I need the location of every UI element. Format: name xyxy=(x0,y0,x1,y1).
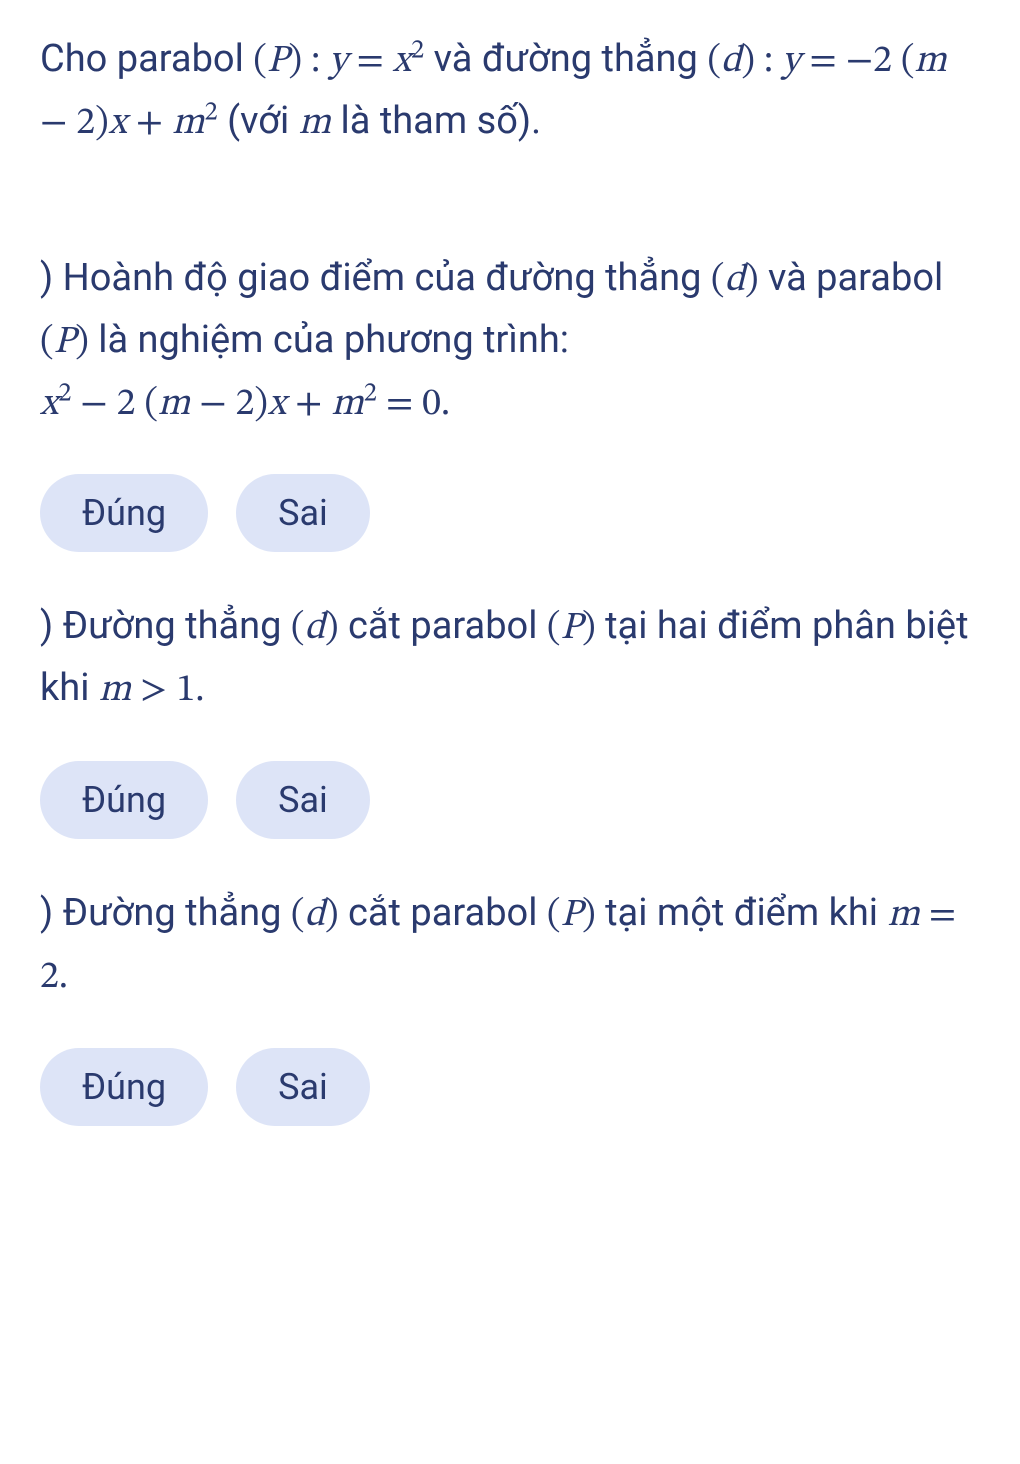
q1-d-open: ( xyxy=(711,262,725,300)
q1-eq-minus2: − 2) xyxy=(190,386,268,424)
intro-text-3: (với xyxy=(218,99,299,143)
q2-d-var: d xyxy=(305,610,325,648)
neg-2: −2 ( xyxy=(846,43,915,81)
q1-eq-x2: x xyxy=(268,386,286,424)
q1-eq-m1: m xyxy=(158,386,190,424)
var-y1: y xyxy=(329,43,347,81)
var-d: d xyxy=(721,43,741,81)
question-2-text: ) Đường thẳng (d) cắt parabol (P) tại ha… xyxy=(40,597,980,721)
q3-m-var: m xyxy=(887,897,919,935)
q1-d-close: ) xyxy=(745,262,759,300)
q2-true-button[interactable]: Đúng xyxy=(40,761,208,839)
q2-text-1: Đường thẳng xyxy=(63,604,291,648)
q3-false-button[interactable]: Sai xyxy=(236,1048,370,1126)
q1-eq-x: x xyxy=(40,386,58,424)
q3-d-close: ) xyxy=(325,897,339,935)
q3-d-var: d xyxy=(305,897,325,935)
q3-p-close: ) xyxy=(582,897,596,935)
q2-button-row: Đúng Sai xyxy=(40,761,980,839)
q2-p-open: ( xyxy=(547,610,561,648)
q1-text-1: Hoành độ giao điểm của đường thẳng xyxy=(63,256,711,300)
q3-d-open: ( xyxy=(291,897,305,935)
q3-text-3: tại một điểm khi xyxy=(596,891,888,935)
question-2: ) Đường thẳng (d) cắt parabol (P) tại ha… xyxy=(40,597,980,839)
q2-false-button[interactable]: Sai xyxy=(236,761,370,839)
minus-2: − 2) xyxy=(40,105,109,143)
q1-p-close: ) xyxy=(75,324,89,362)
q1-true-button[interactable]: Đúng xyxy=(40,474,208,552)
q2-text-2: cắt parabol xyxy=(339,604,547,648)
q2-gt: > 1. xyxy=(131,672,204,710)
q2-d-open: ( xyxy=(291,610,305,648)
q1-eq-sup2: 2 xyxy=(364,381,377,407)
q3-text-1: Đường thẳng xyxy=(63,891,291,935)
q2-p-var: P xyxy=(560,610,582,648)
q3-text-2: cắt parabol xyxy=(339,891,547,935)
q2-m-var: m xyxy=(99,672,131,710)
var-m-param: m xyxy=(299,105,331,143)
q3-true-button[interactable]: Đúng xyxy=(40,1048,208,1126)
colon-2: : xyxy=(755,43,782,81)
sup-2: 2 xyxy=(205,100,218,126)
q1-p-var: P xyxy=(54,324,76,362)
var-m1: m xyxy=(914,43,946,81)
colon-1: : xyxy=(302,43,329,81)
intro-text-4: là tham số). xyxy=(331,99,541,143)
sup-1: 2 xyxy=(411,38,424,64)
q1-eq-sup1: 2 xyxy=(58,381,71,407)
question-1: ) Hoành độ giao điểm của đường thẳng (d)… xyxy=(40,249,980,553)
intro-text-2: và đường thẳng xyxy=(424,37,707,81)
q3-button-row: Đúng Sai xyxy=(40,1048,980,1126)
q1-d-var: d xyxy=(724,262,744,300)
paren-close-d: ) xyxy=(741,43,755,81)
var-y2: y xyxy=(782,43,800,81)
q2-p-close: ) xyxy=(582,610,596,648)
var-P: P xyxy=(267,43,289,81)
q1-eq-m2: m xyxy=(331,386,363,424)
q1-p-open: ( xyxy=(40,324,54,362)
var-x1: x xyxy=(393,43,411,81)
plus-1: + xyxy=(127,105,172,143)
q3-p-var: P xyxy=(560,897,582,935)
eq-2: = xyxy=(800,43,845,81)
paren-open-P: ( xyxy=(253,43,267,81)
q1-button-row: Đúng Sai xyxy=(40,474,980,552)
q1-eq-plus: + xyxy=(286,386,331,424)
q1-false-button[interactable]: Sai xyxy=(236,474,370,552)
q1-text-2: và parabol xyxy=(759,256,944,300)
q3-p-open: ( xyxy=(547,897,561,935)
var-x2: x xyxy=(109,105,127,143)
q1-prefix: ) xyxy=(40,256,63,300)
intro-text-1: Cho parabol xyxy=(40,37,253,81)
q1-eq-minus1: − 2 ( xyxy=(71,386,158,424)
var-m2: m xyxy=(172,105,204,143)
eq-1: = xyxy=(348,43,393,81)
paren-close-P: ) xyxy=(288,43,302,81)
q1-eq-eq: = 0. xyxy=(377,386,450,424)
paren-open-d: ( xyxy=(707,43,721,81)
problem-intro: Cho parabol (P) : y = x2 và đường thẳng … xyxy=(40,30,980,154)
q2-d-close: ) xyxy=(325,610,339,648)
question-3-text: ) Đường thẳng (d) cắt parabol (P) tại mộ… xyxy=(40,884,980,1008)
question-1-text: ) Hoành độ giao điểm của đường thẳng (d)… xyxy=(40,249,980,435)
q1-text-3: là nghiệm của phương trình: xyxy=(89,318,569,362)
q3-prefix: ) xyxy=(40,891,63,935)
q2-prefix: ) xyxy=(40,604,63,648)
question-3: ) Đường thẳng (d) cắt parabol (P) tại mộ… xyxy=(40,884,980,1126)
